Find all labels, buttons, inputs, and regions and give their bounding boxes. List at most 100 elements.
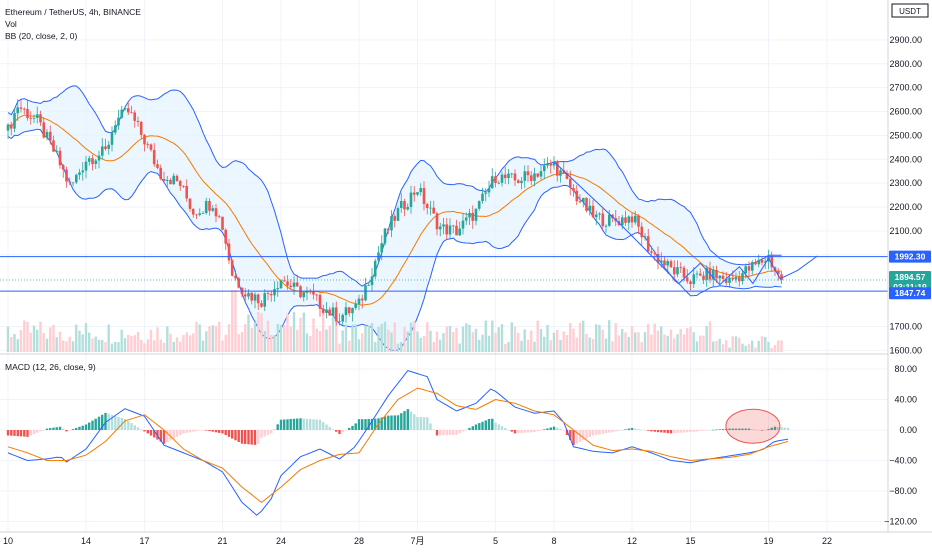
candle-body: [130, 112, 133, 114]
volume-bar: [175, 337, 179, 352]
candle-body: [9, 124, 13, 129]
volume-bar: [751, 340, 754, 352]
volume-bar: [201, 340, 205, 352]
macd-histogram-bar: [42, 430, 45, 431]
macd-histogram-bar: [549, 427, 552, 430]
volume-bar: [250, 327, 253, 352]
volume-bar: [530, 330, 533, 352]
macd-histogram-bar: [686, 430, 689, 433]
candle-body: [178, 181, 182, 186]
price-tick-label: 2700.00: [889, 83, 922, 93]
macd-histogram-bar: [91, 420, 94, 430]
macd-histogram-bar: [270, 430, 273, 434]
candle-body: [458, 228, 461, 236]
candle-body: [302, 292, 305, 298]
macd-axis[interactable]: 80.00 40.00 0.00 −40.00 −80.00 −120.00: [884, 364, 917, 526]
macd-histogram-bar: [94, 418, 97, 430]
candle-body: [751, 262, 754, 271]
macd-histogram-bar: [409, 411, 413, 430]
macd-histogram-bar: [565, 430, 569, 435]
candle-body: [669, 261, 673, 268]
price-tick-label: 1600.00: [889, 345, 922, 355]
macd-histogram-bar: [351, 425, 354, 430]
candle-body: [588, 205, 592, 211]
volume-bar: [396, 343, 400, 352]
macd-histogram-bar: [387, 415, 390, 430]
volume-legend[interactable]: Vol: [5, 19, 17, 29]
candle-body: [292, 282, 296, 287]
volume-bar: [686, 328, 689, 352]
volume-bar: [305, 333, 309, 352]
macd-histogram-bar: [556, 427, 559, 430]
candle-body: [136, 120, 140, 122]
macd-histogram-bar: [764, 429, 767, 431]
price-axis[interactable]: 2900.00 2800.00 2700.00 2600.00 2500.00 2400.…: [889, 35, 922, 355]
horizontal-levels[interactable]: [0, 256, 888, 292]
macd-histogram-bar: [751, 429, 754, 430]
macd-histogram-bar: [777, 427, 780, 430]
volume-bar: [179, 341, 182, 352]
macd-histogram-bar: [559, 428, 562, 430]
candle-body: [42, 122, 46, 138]
candle-body: [429, 207, 432, 209]
macd-histogram-bar: [45, 428, 49, 430]
volume-bar: [461, 326, 465, 352]
macd-histogram-bar: [604, 430, 608, 434]
time-axis[interactable]: 10 14 17 21 24 28 7月 5 8 12 15 19 22: [3, 536, 832, 546]
candle-body: [494, 176, 497, 183]
macd-histogram-bar: [162, 430, 166, 444]
candle-body: [438, 226, 442, 230]
candle-body: [481, 193, 484, 201]
candlesticks[interactable]: [6, 99, 783, 326]
candle-body: [282, 280, 286, 282]
macd-histogram-bar: [299, 418, 302, 430]
macd-histogram-bar: [159, 430, 162, 442]
macd-histogram-bar: [117, 417, 120, 430]
macd-legend[interactable]: MACD (12, 26, close, 9): [5, 362, 96, 372]
candle-body: [653, 252, 657, 254]
macd-histogram-bar: [669, 430, 673, 434]
macd-histogram-bar: [432, 429, 435, 430]
candle-body: [114, 125, 117, 133]
macd-histogram-bar: [348, 427, 351, 430]
volume-bar: [770, 347, 773, 352]
macd-histogram-bar: [484, 420, 487, 430]
candle-body: [689, 281, 692, 284]
drawings[interactable]: [553, 161, 818, 286]
candle-body: [273, 289, 276, 296]
macd-histogram-bar: [731, 428, 734, 430]
volume-bar: [614, 323, 617, 352]
volume-bar: [348, 340, 351, 352]
macd-histogram-bar: [55, 427, 58, 430]
symbol-legend[interactable]: Ethereum / TetherUS, 4h, BINANCE: [5, 7, 141, 17]
time-tick-label: 21: [217, 536, 227, 546]
volume-bar: [582, 320, 585, 352]
candle-body: [49, 131, 52, 141]
volume-bar: [510, 322, 513, 352]
volume-bar: [81, 334, 84, 352]
candle-body: [364, 285, 367, 301]
candle-body: [383, 228, 387, 244]
macd-histogram-bar: [201, 430, 205, 431]
volume-bar: [660, 326, 663, 352]
candle-body: [107, 144, 110, 149]
candle-body: [731, 277, 735, 280]
bb-legend[interactable]: BB (20, close, 2, 0): [5, 31, 77, 41]
candle-body: [396, 208, 400, 221]
candle-body: [75, 174, 78, 183]
candle-body: [660, 260, 663, 263]
price-tick-label: 2300.00: [889, 178, 922, 188]
candle-body: [149, 144, 153, 150]
trendline-drawing: [553, 161, 680, 284]
candle-body: [595, 214, 598, 218]
macd-histogram-bar: [58, 426, 62, 430]
volume-bar: [429, 330, 432, 352]
macd-histogram-bar: [309, 419, 312, 430]
volume-bar: [481, 334, 484, 352]
volume-bar: [279, 325, 283, 352]
volume-histogram: [6, 290, 783, 352]
volume-bar: [617, 335, 621, 352]
currency-badge[interactable]: [891, 3, 929, 18]
candle-body: [247, 292, 250, 297]
